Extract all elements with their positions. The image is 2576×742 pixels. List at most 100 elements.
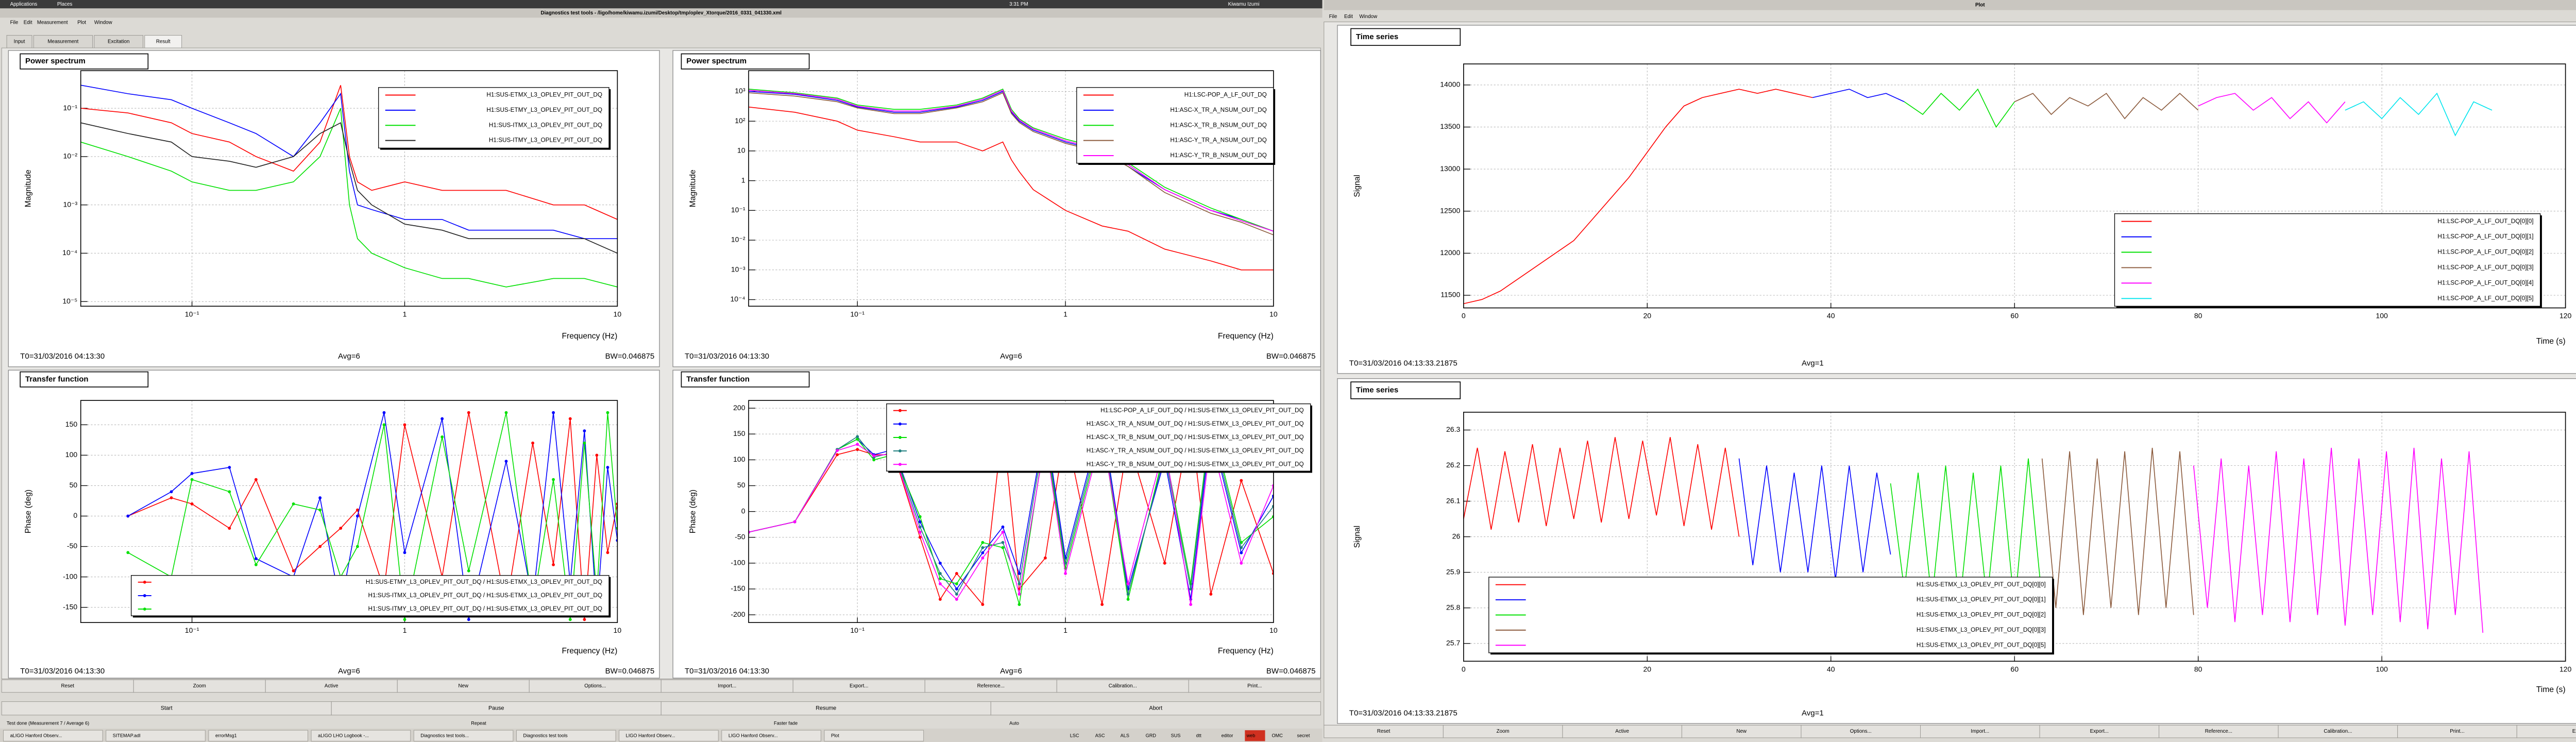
- task-button[interactable]: [413, 730, 514, 741]
- button-label[interactable]: Active: [325, 683, 338, 689]
- plot-button[interactable]: [2039, 724, 2160, 738]
- button-label[interactable]: Options...: [584, 683, 606, 689]
- plot-button[interactable]: [1562, 724, 1682, 738]
- task-label[interactable]: Diagnostics test tools...: [420, 733, 469, 738]
- plot-button-label[interactable]: Export...: [2090, 729, 2109, 734]
- series-marker: [318, 545, 322, 548]
- task-button[interactable]: [824, 730, 924, 741]
- tray-item[interactable]: dtt: [1196, 733, 1202, 738]
- task-label[interactable]: Plot: [831, 733, 839, 738]
- plot-button-label[interactable]: Reference...: [2205, 729, 2232, 734]
- task-button[interactable]: [721, 730, 821, 741]
- run-button-label[interactable]: Start: [161, 705, 173, 712]
- plot-button-label[interactable]: Options...: [1850, 729, 1872, 734]
- tray-item[interactable]: editor: [1222, 733, 1233, 738]
- task-label[interactable]: aLIGO LHO Logbook -...: [318, 733, 369, 738]
- button-label[interactable]: New: [458, 683, 469, 689]
- tab-label[interactable]: Result: [156, 39, 171, 45]
- plot-series: [1463, 437, 2484, 633]
- run-button[interactable]: [990, 701, 1321, 716]
- plot-button-label[interactable]: Calibration...: [2324, 729, 2352, 734]
- run-button-label[interactable]: Pause: [488, 705, 504, 712]
- plot-button[interactable]: [1920, 724, 2040, 738]
- plot-button-label[interactable]: New: [1736, 729, 1747, 734]
- plot-button[interactable]: [1681, 724, 1802, 738]
- tab-label[interactable]: Measurement: [48, 39, 79, 45]
- tray-item[interactable]: ASC: [1095, 733, 1105, 738]
- tray-item[interactable]: OMC: [1272, 733, 1283, 738]
- task-label[interactable]: errorMsg1: [215, 733, 237, 738]
- top-menu[interactable]: Places: [57, 2, 72, 7]
- x-tick-label: 1: [403, 310, 407, 318]
- button[interactable]: [133, 679, 266, 693]
- plot-button[interactable]: [2516, 724, 2576, 738]
- button[interactable]: [1188, 679, 1321, 693]
- task-button[interactable]: [208, 730, 309, 741]
- menu-item[interactable]: Plot: [77, 20, 86, 26]
- x-tick-label: 60: [2010, 665, 2019, 673]
- plot-button-label[interactable]: Exit: [2572, 729, 2576, 734]
- plot-button[interactable]: [2278, 724, 2398, 738]
- run-button[interactable]: [1, 701, 332, 716]
- plot-menu-item[interactable]: Window: [1359, 14, 1378, 20]
- task-label[interactable]: Diagnostics test tools: [523, 733, 568, 738]
- task-button[interactable]: [516, 730, 616, 741]
- button-label[interactable]: Reset: [61, 683, 74, 689]
- menu-item[interactable]: Edit: [24, 20, 32, 26]
- tray-item[interactable]: GRD: [1146, 733, 1157, 738]
- menu-item[interactable]: Measurement: [37, 20, 68, 26]
- button-label[interactable]: Reference...: [977, 683, 1005, 689]
- tray-item[interactable]: secret: [1297, 733, 1310, 738]
- plot-button-label[interactable]: Zoom: [1497, 729, 1510, 734]
- run-button-label[interactable]: Abort: [1149, 705, 1162, 712]
- tab[interactable]: [33, 35, 93, 48]
- plot-menu-item[interactable]: Edit: [1344, 14, 1353, 20]
- button[interactable]: [529, 679, 662, 693]
- plot-button[interactable]: [2397, 724, 2517, 738]
- tray-item[interactable]: ALS: [1121, 733, 1129, 738]
- tab[interactable]: [6, 35, 32, 48]
- y-tick-label: 50: [70, 481, 78, 489]
- task-button[interactable]: [311, 730, 411, 741]
- task-label[interactable]: SITEMAP.adl: [113, 733, 141, 738]
- task-label[interactable]: aLIGO Hanford Observ...: [10, 733, 62, 738]
- plot-button-label[interactable]: Active: [1615, 729, 1629, 734]
- task-label[interactable]: LIGO Hanford Observ...: [626, 733, 675, 738]
- button[interactable]: [265, 679, 398, 693]
- run-button[interactable]: [331, 701, 662, 716]
- button[interactable]: [1, 679, 134, 693]
- series-marker: [440, 435, 444, 439]
- plot-button[interactable]: [2159, 724, 2279, 738]
- button-label[interactable]: Zoom: [193, 683, 206, 689]
- y-tick-label: 14000: [1440, 80, 1460, 89]
- tray-item[interactable]: web: [1246, 733, 1256, 738]
- button[interactable]: [397, 679, 530, 693]
- button[interactable]: [792, 679, 925, 693]
- plot-button-label[interactable]: Print...: [2450, 729, 2464, 734]
- task-button[interactable]: [106, 730, 206, 741]
- plot-button-label[interactable]: Import...: [1971, 729, 1989, 734]
- button-label[interactable]: Import...: [718, 683, 736, 689]
- button[interactable]: [660, 679, 793, 693]
- button[interactable]: [1056, 679, 1189, 693]
- tray-item[interactable]: LSC: [1070, 733, 1079, 738]
- menu-item[interactable]: Window: [94, 20, 113, 26]
- button-label[interactable]: Print...: [1247, 683, 1262, 689]
- series-marker: [170, 496, 173, 500]
- menu-item[interactable]: File: [10, 20, 19, 26]
- task-button[interactable]: [3, 730, 103, 741]
- tray-item[interactable]: SUS: [1171, 733, 1181, 738]
- task-button[interactable]: [619, 730, 719, 741]
- plot-button-label[interactable]: Reset: [1377, 729, 1391, 734]
- button-label[interactable]: Calibration...: [1109, 683, 1137, 689]
- plot-menu-item[interactable]: File: [1329, 14, 1337, 20]
- tab-label[interactable]: Input: [14, 39, 25, 45]
- run-button-label[interactable]: Resume: [816, 705, 836, 712]
- run-button[interactable]: [660, 701, 991, 716]
- button-label[interactable]: Export...: [850, 683, 868, 689]
- tab-label[interactable]: Excitation: [108, 39, 129, 45]
- top-menu[interactable]: Applications: [10, 2, 38, 7]
- legend-marker: [898, 409, 902, 412]
- task-label[interactable]: LIGO Hanford Observ...: [728, 733, 778, 738]
- plot-button[interactable]: [1443, 724, 1563, 738]
